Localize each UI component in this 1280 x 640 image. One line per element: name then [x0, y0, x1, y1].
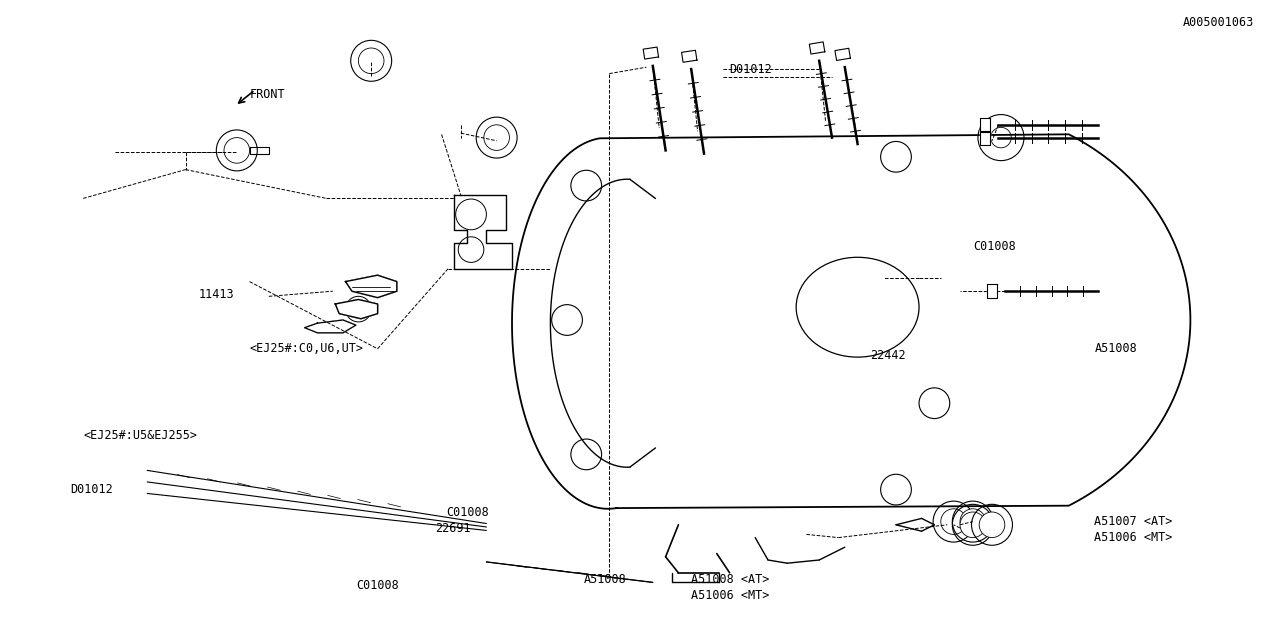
Circle shape [941, 509, 966, 534]
Text: A51008: A51008 [1094, 342, 1137, 355]
Text: 11413: 11413 [198, 288, 234, 301]
Text: <EJ25#:U5&EJ255>: <EJ25#:U5&EJ255> [83, 429, 197, 442]
Text: 22691: 22691 [435, 522, 471, 534]
Text: <EJ25#:C0,U6,UT>: <EJ25#:C0,U6,UT> [250, 342, 364, 355]
Polygon shape [643, 47, 658, 59]
Circle shape [960, 509, 986, 534]
Circle shape [991, 127, 1011, 148]
Text: A51008: A51008 [584, 573, 626, 586]
Text: D01012: D01012 [70, 483, 113, 496]
Text: D01012: D01012 [730, 63, 772, 76]
Text: A51007 <AT>: A51007 <AT> [1094, 515, 1172, 528]
Polygon shape [681, 51, 696, 62]
Circle shape [484, 125, 509, 150]
Text: 22442: 22442 [870, 349, 906, 362]
Polygon shape [305, 320, 356, 333]
Circle shape [979, 512, 1005, 538]
Circle shape [960, 512, 986, 538]
Polygon shape [980, 131, 991, 145]
Text: A51006 <MT>: A51006 <MT> [691, 589, 769, 602]
Circle shape [358, 48, 384, 74]
Text: C01008: C01008 [356, 579, 399, 592]
Polygon shape [809, 42, 824, 54]
Polygon shape [835, 48, 850, 60]
Text: A51008 <AT>: A51008 <AT> [691, 573, 769, 586]
Text: FRONT: FRONT [250, 88, 285, 101]
Text: A005001063: A005001063 [1183, 16, 1254, 29]
Polygon shape [980, 118, 991, 132]
Polygon shape [346, 275, 397, 298]
Circle shape [224, 138, 250, 163]
Text: A51006 <MT>: A51006 <MT> [1094, 531, 1172, 544]
Polygon shape [335, 300, 378, 319]
Text: C01008: C01008 [445, 506, 489, 518]
Polygon shape [987, 284, 997, 298]
Text: C01008: C01008 [973, 240, 1015, 253]
